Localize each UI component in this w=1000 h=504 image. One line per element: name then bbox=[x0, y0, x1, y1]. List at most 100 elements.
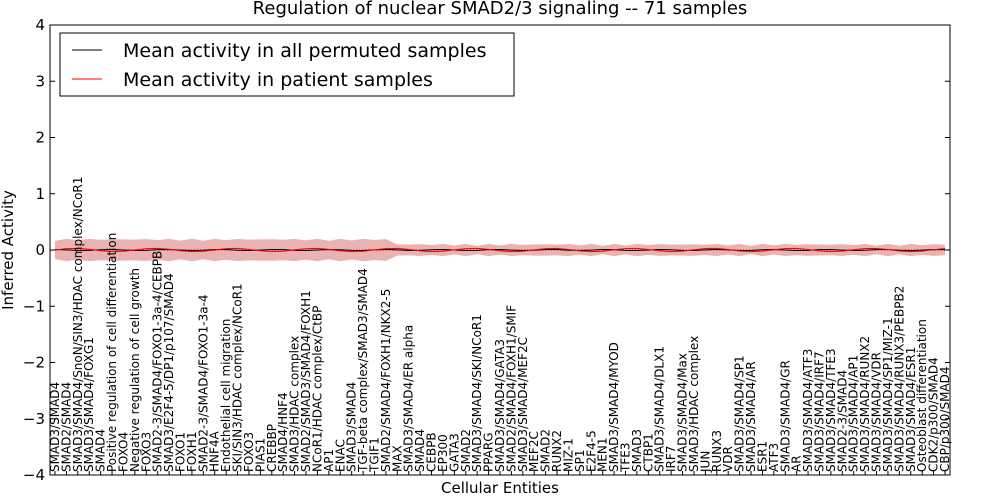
x-tick-label: SMAD3/SMAD4/SP1 bbox=[733, 355, 747, 472]
x-tick-label: PPARG bbox=[482, 432, 496, 472]
x-tick-label: SMAD3/SMAD4/RUNX3/PEBPB2 bbox=[892, 286, 906, 472]
x-tick-label: SMAD4/HNF4 bbox=[276, 392, 290, 472]
x-tick-label: MIZ-1 bbox=[561, 438, 575, 472]
x-tick-label: FOXO3 bbox=[242, 432, 256, 472]
y-axis-label: Inferred Activity bbox=[0, 190, 17, 310]
x-tick-label: TFE3 bbox=[619, 443, 633, 473]
y-tick-label: −1 bbox=[23, 297, 45, 315]
x-tick-label: SMAD3/SMAD4/IRF7 bbox=[812, 351, 826, 472]
x-tick-label: FOXO1 bbox=[174, 432, 188, 472]
x-tick-label: MAX bbox=[390, 445, 404, 472]
legend-label-patient: Mean activity in patient samples bbox=[123, 69, 433, 91]
y-tick-label: −4 bbox=[23, 466, 45, 484]
x-tick-label: SMAD3/SMAD4/VDR bbox=[870, 352, 884, 472]
x-tick-label: SMAD3/SMAD4/GR bbox=[778, 360, 792, 472]
x-tick-label: AR bbox=[790, 455, 804, 472]
x-tick-label: SMAD2/SMAD4 bbox=[59, 382, 73, 472]
y-axis-ticks: 4 3 2 1 0 −1 −2 −3 −4 bbox=[23, 16, 950, 484]
x-tick-label: ESR1 bbox=[755, 441, 769, 472]
y-tick-label: 2 bbox=[35, 129, 45, 147]
x-tick-label: SMAD2-3/SMAD4/FOXO1-3a-4/CEBPB bbox=[151, 251, 165, 472]
x-tick-label: SMAD3/SMAD4 bbox=[48, 382, 62, 472]
y-tick-label: 0 bbox=[35, 241, 45, 259]
x-tick-label: SP1 bbox=[573, 450, 587, 473]
x-tick-label: SMAD3/SMAD4/AR bbox=[744, 361, 758, 472]
x-tick-label: SMAD2/SMAD3/SMAD4/FOXH1 bbox=[299, 290, 313, 472]
legend: Mean activity in all permuted samples Me… bbox=[59, 32, 515, 97]
x-tick-label: SMAD3/SMAD4/TFE3 bbox=[824, 348, 838, 472]
x-tick-label: E2F4-5 bbox=[584, 430, 598, 472]
x-tick-label: MEF2C bbox=[527, 431, 541, 472]
x-tick-label: RUNX2 bbox=[550, 430, 564, 472]
x-tick-label: SMAD3/SMAD4/MYOD bbox=[607, 342, 621, 472]
x-tick-label: SMAD3/SMAD4/MEF2C bbox=[516, 337, 530, 472]
chart-title: Regulation of nuclear SMAD2/3 signaling … bbox=[253, 0, 748, 19]
x-tick-label: SMAD2-3/SMAD4 bbox=[835, 370, 849, 472]
x-tick-label: SMAD3/E2F4-5/DP1/p107/SMAD4 bbox=[162, 273, 176, 472]
x-tick-label: SMAD2/SMAD4/FOXH1/NKX2-5 bbox=[379, 289, 393, 472]
x-tick-label: HNF4A bbox=[208, 430, 222, 472]
x-tick-label: SMAD3/SMAD4/SKI/NCoR1 bbox=[470, 314, 484, 472]
x-tick-label: EP300 bbox=[436, 434, 450, 472]
x-tick-label: RUNX3 bbox=[710, 430, 724, 472]
x-tick-label: SMAD4 bbox=[94, 429, 108, 472]
x-tick-label: SMAD2/SMAD4/FOXH1/SMIF bbox=[504, 305, 518, 472]
x-tick-label: FOXH1 bbox=[185, 432, 199, 472]
x-tick-label: SMAD3/SMAD4/ER alpha bbox=[402, 325, 416, 472]
permuted-mean-line bbox=[54, 248, 946, 252]
x-tick-label: SMAD3/SMAD4/RUNX2 bbox=[858, 336, 872, 472]
x-tick-label: Osteoblast differentiation bbox=[915, 319, 929, 472]
x-tick-label: JUN bbox=[698, 451, 712, 473]
x-tick-label: FOXO3 bbox=[139, 432, 153, 472]
x-tick-label: SMAD3/SMAD4/AP1 bbox=[847, 355, 861, 472]
x-tick-label: AP1 bbox=[322, 449, 336, 472]
y-tick-label: −3 bbox=[23, 410, 45, 428]
x-tick-label: SMAD3/HDAC complex bbox=[687, 336, 701, 472]
x-tick-label: Negative regulation of cell growth bbox=[128, 268, 142, 472]
y-tick-label: −2 bbox=[23, 354, 45, 372]
x-tick-label: SMAD3 bbox=[630, 429, 644, 472]
x-tick-label: SMAD3/SMAD4/DLX1 bbox=[653, 346, 667, 472]
x-tick-label: ENAC bbox=[333, 439, 347, 472]
x-tick-label: SMAD3/SMAD4/Max bbox=[676, 353, 690, 472]
x-tick-label: SMAD3/SMAD4/ATF3 bbox=[801, 349, 815, 472]
x-tick-label: SMAD3/HDAC complex bbox=[288, 336, 302, 472]
x-tick-label: SMAD3/SMAD4/GATA3 bbox=[493, 339, 507, 472]
x-tick-label: Positive regulation of cell differentiat… bbox=[105, 233, 119, 472]
x-tick-label: SMAD2 bbox=[459, 429, 473, 472]
x-tick-label: CTBP1 bbox=[641, 433, 655, 472]
x-tick-label: TGIF1 bbox=[367, 437, 381, 473]
x-tick-label: CEBPB bbox=[425, 432, 439, 472]
x-tick-label: PIAS1 bbox=[253, 438, 267, 472]
x-tick-label: IRF7 bbox=[664, 446, 678, 472]
x-tick-label: SMAD2-3/SMAD4/FOXO1-3a-4 bbox=[196, 294, 210, 472]
x-tick-label: SMAD3/SMAD4/ESR1 bbox=[904, 347, 918, 472]
y-tick-label: 1 bbox=[35, 185, 45, 203]
x-tick-label: SMAD4 bbox=[413, 429, 427, 472]
x-tick-label: FOXO4 bbox=[116, 432, 130, 472]
x-tick-label: SMAD3/SMAD4 bbox=[345, 382, 359, 472]
x-tick-label: GATA3 bbox=[447, 433, 461, 472]
series-lines bbox=[50, 247, 950, 253]
legend-label-permuted: Mean activity in all permuted samples bbox=[123, 40, 486, 62]
x-tick-label: SKI/SIN3/HDAC complex/NCoR1 bbox=[231, 283, 245, 472]
x-tick-label: SMAD3/SMAD4/FOXG1 bbox=[82, 337, 96, 472]
y-tick-label: 3 bbox=[35, 72, 45, 90]
x-tick-label: CREBBP bbox=[265, 424, 279, 472]
x-tick-label: MEN1 bbox=[596, 437, 610, 472]
x-tick-label: SMAD3/SMAD4/SP1/MIZ-1 bbox=[881, 317, 895, 472]
x-tick-label: NCoR1/HDAC complex/CtBP bbox=[310, 306, 324, 472]
y-tick-label: 4 bbox=[35, 16, 45, 34]
x-tick-label: CDK2/p300/SMAD4 bbox=[927, 357, 941, 472]
patient-mean-line bbox=[54, 247, 946, 253]
x-tick-label: SMAD3/SMAD4/SnoN/SIN3/HDAC complex/NCoR1 bbox=[71, 177, 85, 472]
legend-box bbox=[59, 32, 515, 97]
x-tick-label: TGF-beta complex/SMAD3/SMAD4 bbox=[356, 268, 370, 473]
x-axis-label: Cellular Entities bbox=[441, 479, 559, 497]
x-tick-label: VDR bbox=[721, 446, 735, 472]
x-tick-label: ATF3 bbox=[767, 443, 781, 472]
x-tick-label: Endothelial cell migration bbox=[219, 319, 233, 472]
category-labels: SMAD3/SMAD4SMAD2/SMAD4SMAD3/SMAD4/SnoN/S… bbox=[48, 177, 952, 475]
